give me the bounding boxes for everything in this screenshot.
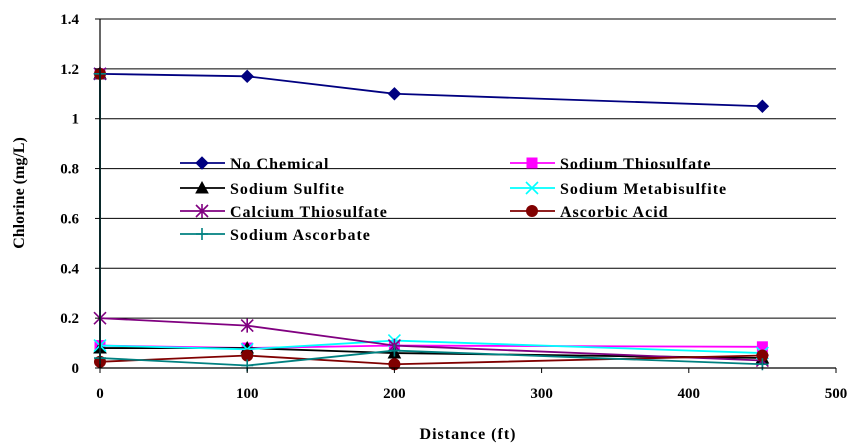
y-tick-label-1: 0.2 xyxy=(60,311,79,327)
y-axis-label: Chlorine (mg/L) xyxy=(11,137,28,249)
legend-marker-5 xyxy=(526,205,538,217)
legend: No Chemical Sodium Thiosulfate Sodium Sulf… xyxy=(180,156,727,244)
legend-item-1: Sodium Thiosulfate xyxy=(510,156,712,173)
y-tick-label-2: 0.4 xyxy=(60,261,79,277)
x-axis-label: Distance (ft) xyxy=(420,426,517,443)
y-tick-label-0: 0 xyxy=(72,361,80,377)
legend-marker-3 xyxy=(525,181,539,195)
y-tick-label-3: 0.6 xyxy=(60,211,79,227)
legend-item-4: Calcium Thiosulfate xyxy=(180,204,388,221)
legend-item-6: Sodium Ascorbate xyxy=(180,227,371,244)
x-tick-label-2: 200 xyxy=(383,386,406,402)
axes xyxy=(95,18,837,373)
legend-marker-0 xyxy=(195,156,209,170)
legend-marker-2 xyxy=(195,180,209,194)
legend-label-6: Sodium Ascorbate xyxy=(230,227,371,244)
legend-marker-1 xyxy=(526,157,538,169)
series-0 xyxy=(93,67,770,113)
y-tick-label-6: 1.2 xyxy=(60,62,79,78)
data-point-4-2 xyxy=(240,318,254,333)
legend-marker-6 xyxy=(196,228,208,240)
data-point-0-2 xyxy=(387,87,402,101)
legend-label-3: Sodium Metabisulfite xyxy=(560,181,727,198)
legend-item-2: Sodium Sulfite xyxy=(180,180,345,198)
x-tick-label-3: 300 xyxy=(530,386,553,402)
y-tick-label-7: 1.4 xyxy=(60,12,79,28)
series-line-0 xyxy=(99,72,763,108)
x-tick-label-0: 0 xyxy=(96,386,104,402)
legend-label-4: Calcium Thiosulfate xyxy=(230,204,388,221)
x-tick-label-5: 500 xyxy=(825,386,848,402)
x-tick-label-1: 100 xyxy=(236,386,259,402)
legend-label-1: Sodium Thiosulfate xyxy=(560,156,712,173)
data-point-0-3 xyxy=(755,99,770,113)
gridlines xyxy=(100,18,836,369)
y-tick-label-4: 0.8 xyxy=(60,162,79,178)
legend-item-3: Sodium Metabisulfite xyxy=(510,181,727,198)
data-point-0-1 xyxy=(240,69,254,84)
legend-label-0: No Chemical xyxy=(230,156,329,173)
legend-label-2: Sodium Sulfite xyxy=(230,181,345,198)
legend-item-5: Ascorbic Acid xyxy=(510,204,669,221)
y-tick-label-5: 1 xyxy=(72,112,80,128)
legend-item-0: No Chemical xyxy=(180,156,329,173)
x-tick-label-4: 400 xyxy=(678,386,701,402)
data-point-5-2 xyxy=(241,349,254,362)
tick-labels: 0 0.2 0.4 0.6 0.8 1 1.2 1.4 0 100 200 300 400 500 xyxy=(60,12,847,402)
data-point-6-3 xyxy=(388,344,401,357)
legend-marker-4 xyxy=(195,204,209,218)
legend-label-5: Ascorbic Acid xyxy=(560,204,669,221)
